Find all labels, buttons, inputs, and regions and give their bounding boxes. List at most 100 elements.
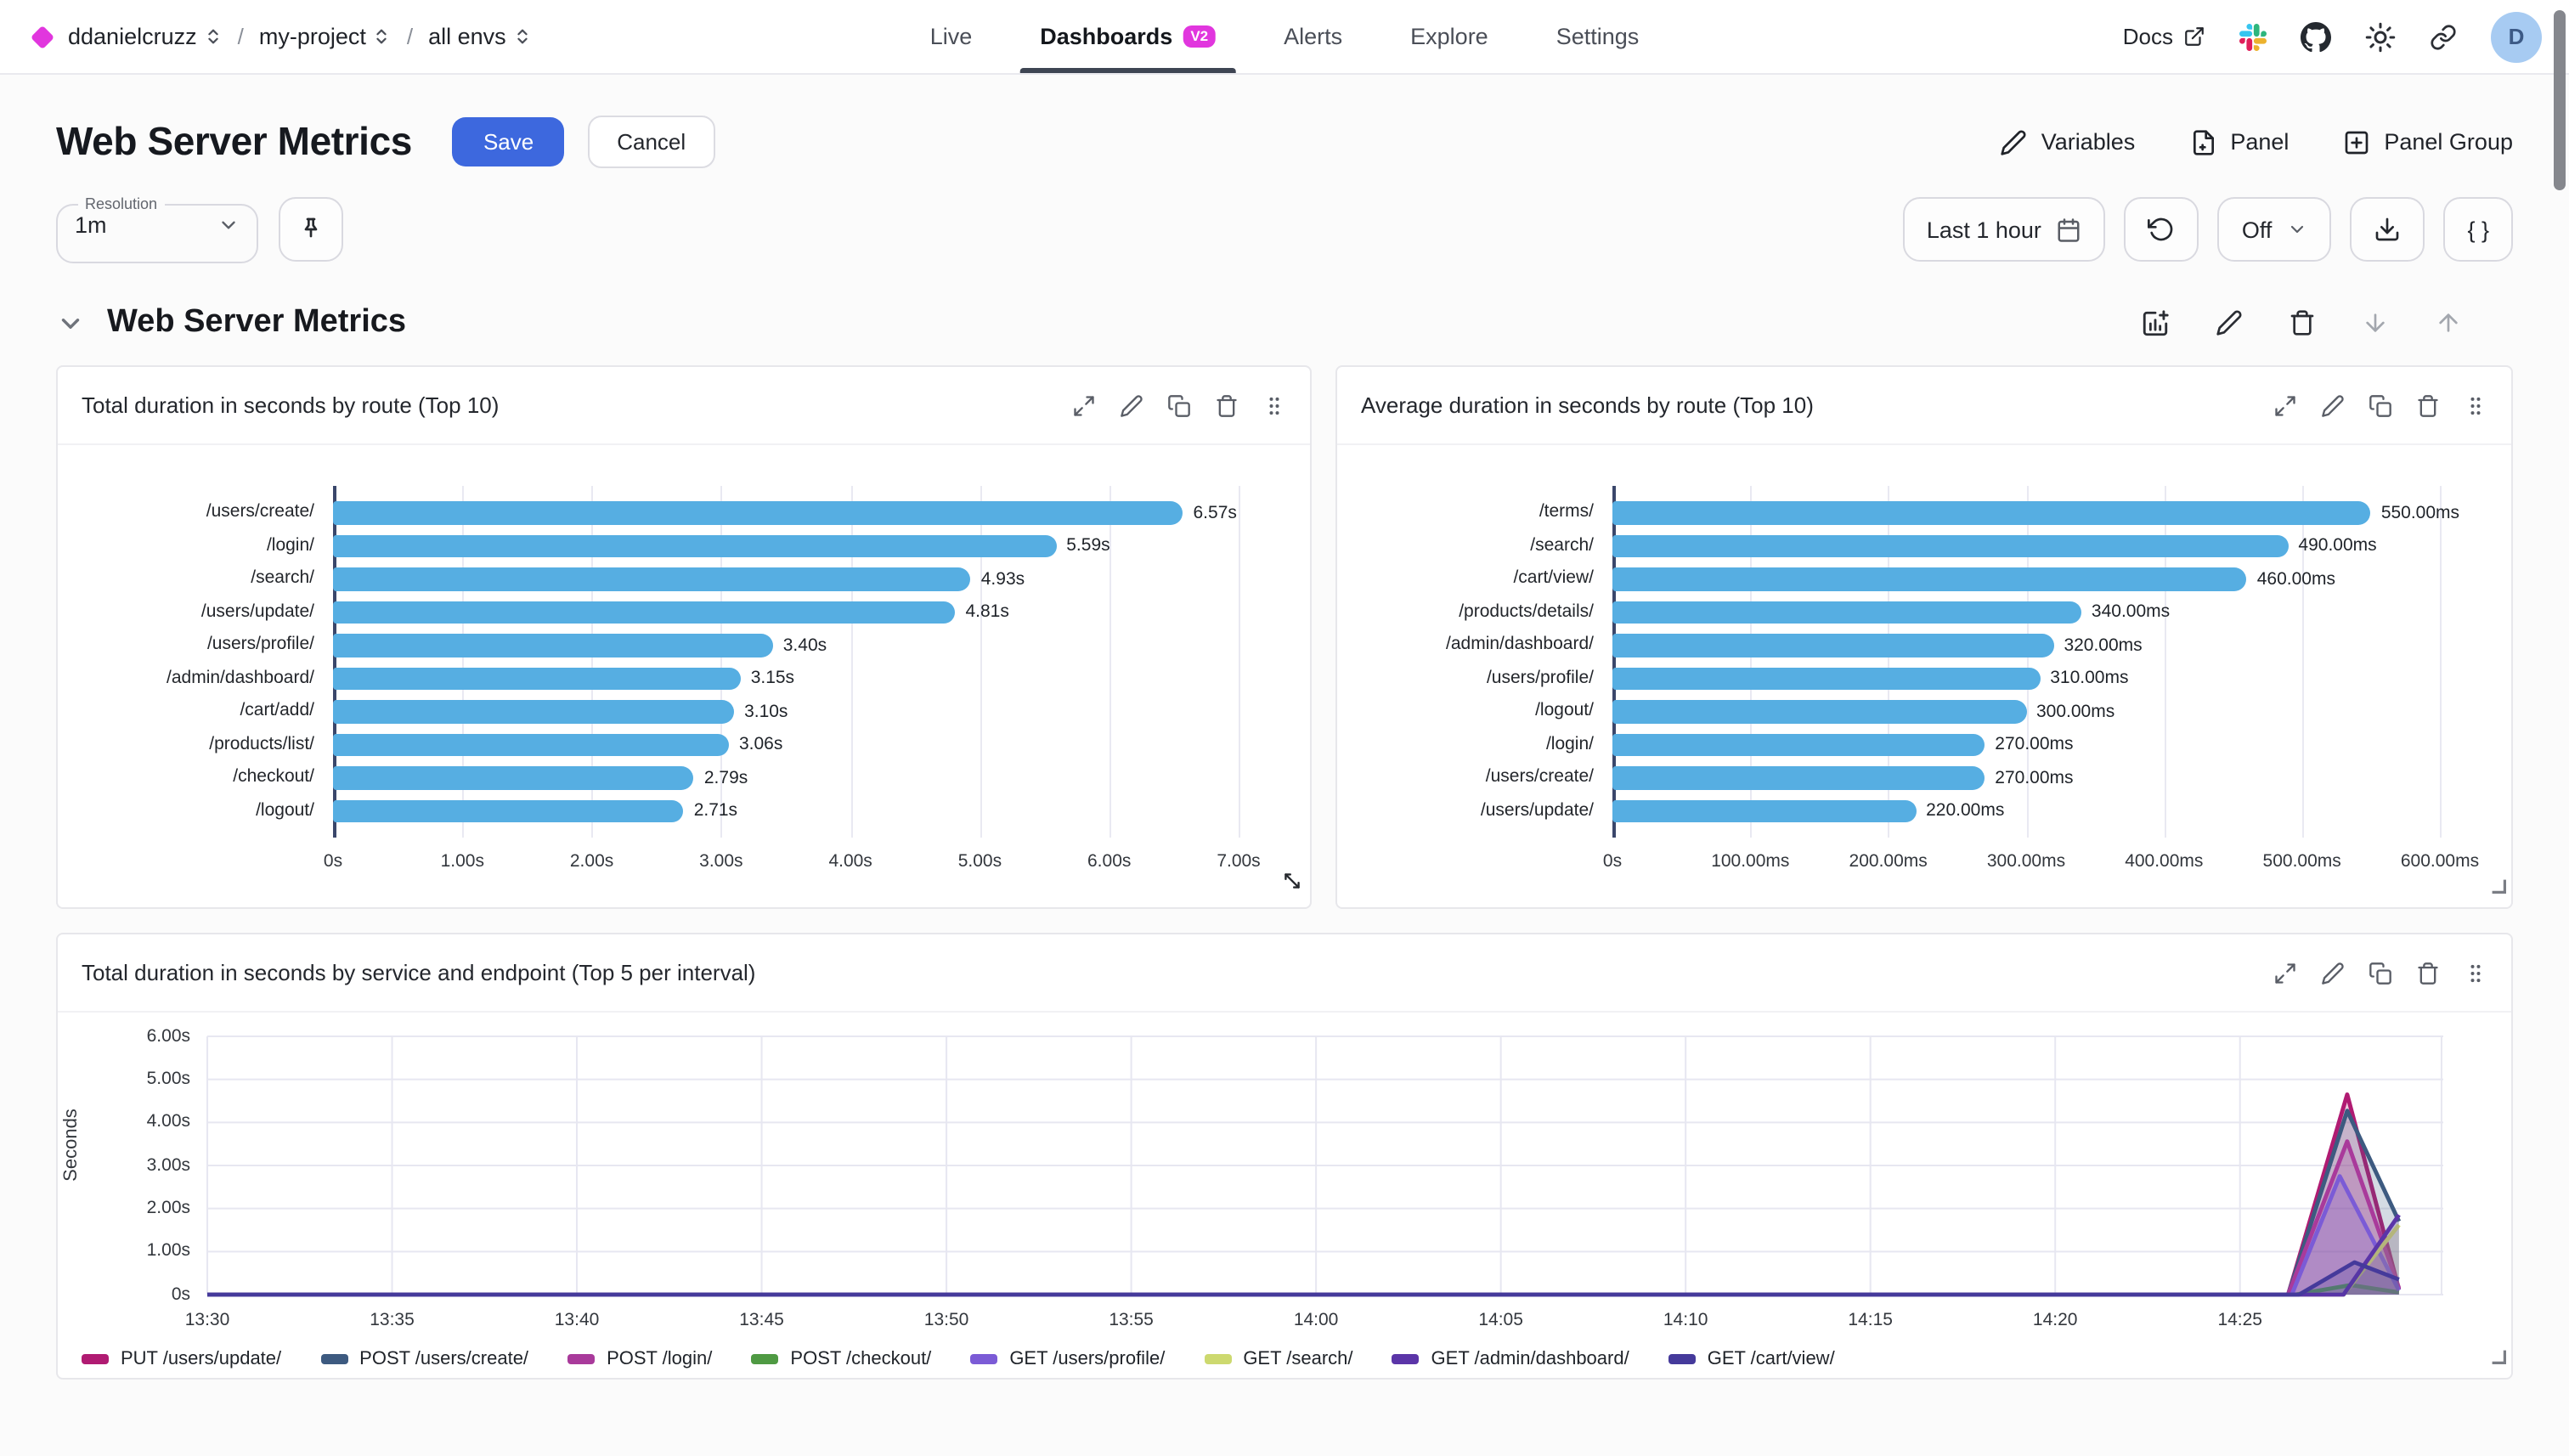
legend-swatch bbox=[970, 1354, 998, 1364]
scrollbar-thumb[interactable] bbox=[2554, 10, 2566, 190]
bar bbox=[333, 534, 1057, 557]
panel-header: Total duration in seconds by route (Top … bbox=[58, 367, 1310, 445]
panel-actions bbox=[1072, 393, 1286, 417]
legend-item[interactable]: POST /users/create/ bbox=[320, 1349, 528, 1369]
expand-icon[interactable] bbox=[2273, 393, 2297, 417]
nav-explore[interactable]: Explore bbox=[1410, 24, 1488, 49]
add-panel-group-button[interactable]: Panel Group bbox=[2343, 128, 2513, 155]
duplicate-panel-icon[interactable] bbox=[2369, 961, 2392, 985]
toolbar: Resolution 1m Last 1 hour Off bbox=[56, 195, 2513, 263]
legend-item[interactable]: GET /search/ bbox=[1204, 1349, 1353, 1369]
plot-area: 550.00ms 490.00ms 460.00ms 340.00ms 320.00ms… bbox=[1603, 486, 2479, 875]
panel-actions bbox=[2273, 393, 2487, 417]
bars: 6.57s 5.59s 4.93s 4.81s 3.40s 3.15s 3.10s 3.06s… bbox=[333, 496, 1239, 827]
series-line bbox=[207, 1174, 2402, 1297]
duplicate-panel-icon[interactable] bbox=[1167, 393, 1191, 417]
bar bbox=[1612, 501, 2371, 524]
x-tick-label: 13:35 bbox=[370, 1310, 415, 1330]
resize-corner[interactable] bbox=[2491, 872, 2506, 902]
panel-duration-by-service-endpoint: Total duration in seconds by service and… bbox=[56, 933, 2513, 1380]
legend-item[interactable]: POST /login/ bbox=[567, 1349, 712, 1369]
legend-swatch bbox=[1204, 1354, 1232, 1364]
move-down-icon[interactable] bbox=[2362, 309, 2389, 336]
drag-handle-icon[interactable] bbox=[2464, 961, 2487, 985]
delete-panel-icon[interactable] bbox=[1215, 393, 1239, 417]
resize-diagonal-icon[interactable] bbox=[1281, 870, 1303, 900]
refresh-button[interactable] bbox=[2124, 197, 2199, 262]
legend-item[interactable]: POST /checkout/ bbox=[751, 1349, 931, 1369]
delete-panel-icon[interactable] bbox=[2416, 961, 2440, 985]
share-link-icon[interactable] bbox=[2430, 23, 2457, 50]
edit-section-icon[interactable] bbox=[2216, 309, 2243, 336]
y-axis-labels: /users/create/ /login/ /search/ /users/upda… bbox=[75, 496, 333, 875]
environment-switcher[interactable]: all envs bbox=[428, 24, 532, 49]
edit-panel-icon[interactable] bbox=[2321, 393, 2345, 417]
x-tick-label: 13:45 bbox=[739, 1310, 784, 1330]
slack-icon[interactable] bbox=[2239, 23, 2267, 50]
chevrons-up-down-icon bbox=[204, 27, 223, 46]
pin-resolution-button[interactable] bbox=[279, 197, 343, 262]
add-chart-icon[interactable] bbox=[2141, 308, 2170, 337]
delete-section-icon[interactable] bbox=[2289, 309, 2316, 336]
bar bbox=[1612, 601, 2081, 624]
nav-settings[interactable]: Settings bbox=[1556, 24, 1640, 49]
bar bbox=[333, 501, 1183, 524]
legend-item[interactable]: GET /admin/dashboard/ bbox=[1392, 1349, 1629, 1369]
y-tick-label: 3.00s bbox=[146, 1154, 190, 1175]
resize-corner[interactable] bbox=[2491, 1342, 2506, 1373]
resolution-select[interactable]: Resolution 1m bbox=[56, 195, 258, 263]
add-panel-button[interactable]: Panel bbox=[2189, 128, 2289, 155]
edit-panel-icon[interactable] bbox=[1120, 393, 1143, 417]
category-label: /logout/ bbox=[1535, 700, 1594, 720]
edit-panel-icon[interactable] bbox=[2321, 961, 2345, 985]
duplicate-panel-icon[interactable] bbox=[2369, 393, 2392, 417]
chevron-down-icon bbox=[222, 221, 235, 229]
json-view-button[interactable]: { } bbox=[2443, 197, 2513, 262]
panel-group-title: Web Server Metrics bbox=[107, 304, 407, 340]
panel-total-duration-by-route: Total duration in seconds by route (Top … bbox=[56, 365, 1312, 909]
auto-refresh-select[interactable]: Off bbox=[2217, 197, 2332, 262]
bar bbox=[1612, 733, 1985, 756]
expand-icon[interactable] bbox=[2273, 961, 2297, 985]
legend-swatch bbox=[1392, 1354, 1420, 1364]
bar bbox=[1612, 634, 2054, 657]
cancel-button[interactable]: Cancel bbox=[588, 116, 715, 168]
drag-handle-icon[interactable] bbox=[1262, 393, 1286, 417]
download-button[interactable] bbox=[2350, 197, 2425, 262]
time-range-picker[interactable]: Last 1 hour bbox=[1902, 197, 2106, 262]
move-up-icon[interactable] bbox=[2435, 309, 2462, 336]
docs-link[interactable]: Docs bbox=[2123, 24, 2205, 49]
nav-live[interactable]: Live bbox=[929, 24, 973, 49]
bar bbox=[1612, 567, 2247, 590]
panel-group-header: Web Server Metrics bbox=[56, 304, 2513, 341]
y-axis-labels: 0s 1.00s 2.00s 3.00s 4.00s 5.00s 6.00s bbox=[75, 1025, 207, 1304]
save-button[interactable]: Save bbox=[452, 117, 565, 166]
delete-panel-icon[interactable] bbox=[2416, 393, 2440, 417]
project-switcher[interactable]: my-project bbox=[259, 24, 392, 49]
legend-swatch bbox=[82, 1354, 109, 1364]
category-label: /users/update/ bbox=[1480, 799, 1594, 820]
github-icon[interactable] bbox=[2301, 21, 2331, 52]
bar bbox=[1612, 534, 2289, 557]
theme-sun-icon[interactable] bbox=[2365, 21, 2396, 52]
environment-name: all envs bbox=[428, 24, 506, 49]
legend-label: GET /users/profile/ bbox=[1009, 1349, 1166, 1369]
brand-diamond-logo bbox=[30, 24, 55, 49]
nav-alerts[interactable]: Alerts bbox=[1284, 24, 1343, 49]
legend-item[interactable]: GET /cart/view/ bbox=[1668, 1349, 1835, 1369]
nav-dashboards[interactable]: Dashboards V2 bbox=[1019, 0, 1238, 73]
legend-label: GET /search/ bbox=[1243, 1349, 1353, 1369]
value-label: 320.00ms bbox=[2064, 635, 2143, 656]
variables-button[interactable]: Variables bbox=[2001, 128, 2135, 155]
bar bbox=[333, 667, 741, 690]
drag-handle-icon[interactable] bbox=[2464, 393, 2487, 417]
collapse-chevron-icon[interactable] bbox=[56, 308, 85, 337]
avatar[interactable]: D bbox=[2491, 11, 2542, 62]
category-label: /search/ bbox=[1530, 534, 1594, 555]
x-tick-label: 14:00 bbox=[1293, 1310, 1339, 1330]
legend-item[interactable]: PUT /users/update/ bbox=[82, 1349, 281, 1369]
org-switcher[interactable]: ddanielcruzz bbox=[68, 24, 223, 49]
expand-icon[interactable] bbox=[1072, 393, 1096, 417]
plus-square-icon bbox=[2346, 130, 2369, 154]
legend-item[interactable]: GET /users/profile/ bbox=[970, 1349, 1165, 1369]
